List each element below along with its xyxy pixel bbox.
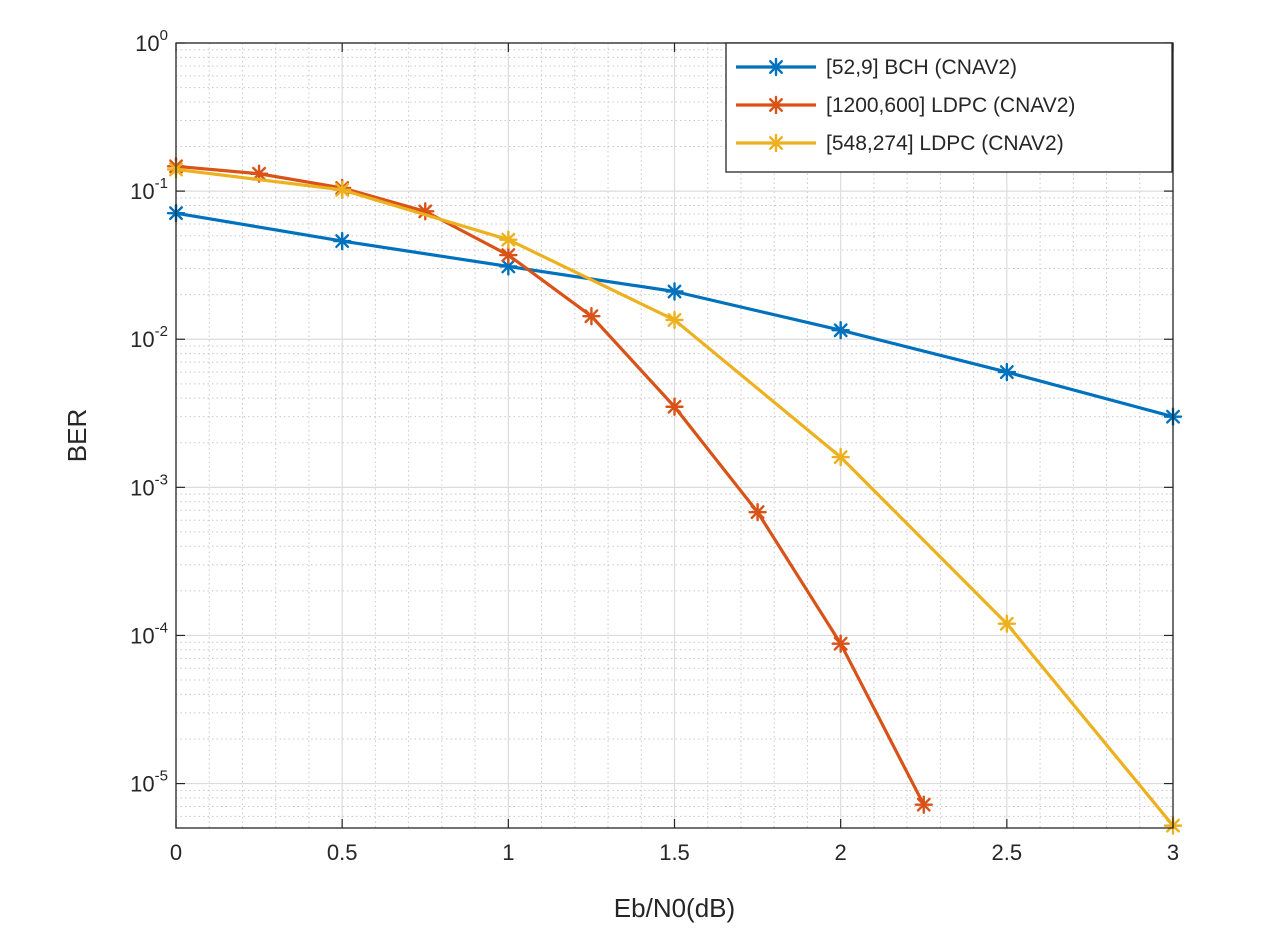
data-point <box>582 307 601 326</box>
data-point <box>831 634 850 653</box>
legend: [52,9] BCH (CNAV2) [1200,600] LDPC (CNAV2… <box>725 42 1173 173</box>
data-point <box>665 397 684 416</box>
data-point <box>914 795 933 814</box>
legend-label: [1200,600] LDPC (CNAV2) <box>826 94 1075 117</box>
minor-grid <box>176 43 1173 828</box>
x-tick-label: 2.5 <box>992 840 1023 865</box>
y-tick-labels: 100 10-1 10-2 10-3 10-4 10-5 <box>130 27 168 797</box>
y-tick-label: 10-4 <box>130 619 168 648</box>
data-point <box>831 447 850 467</box>
y-tick-label: 10-3 <box>130 471 168 500</box>
legend-item: [1200,600] LDPC (CNAV2) <box>736 94 1075 117</box>
x-tick-label: 0 <box>170 840 182 865</box>
y-tick-label: 10-5 <box>130 768 168 797</box>
series-line <box>175 164 926 806</box>
x-axis-label: Eb/N0(dB) <box>614 893 735 923</box>
y-tick-label: 10-1 <box>130 175 168 204</box>
data-point <box>499 245 518 265</box>
legend-marker <box>766 57 786 77</box>
series-1 <box>166 203 1183 426</box>
legend-marker <box>766 133 786 153</box>
y-tick-label: 100 <box>135 27 168 56</box>
data-point <box>997 614 1017 633</box>
data-point <box>332 231 352 251</box>
x-tick-label: 0.5 <box>327 840 358 865</box>
legend-label: [548,274] LDPC (CNAV2) <box>826 132 1064 155</box>
x-tick-labels: 0 0.5 1 1.5 2 2.5 3 <box>170 840 1179 865</box>
x-tick-label: 1 <box>502 840 514 865</box>
legend-box <box>725 42 1173 173</box>
data-point <box>748 502 767 522</box>
data-point <box>997 362 1017 382</box>
series-layer <box>166 157 1183 835</box>
data-point <box>665 310 684 330</box>
data-point <box>332 180 352 200</box>
data-point <box>665 282 684 301</box>
y-axis-label: BER <box>62 409 92 462</box>
legend-marker <box>766 95 786 115</box>
data-point <box>499 230 518 249</box>
series-3 <box>166 160 1183 835</box>
legend-label: [52,9] BCH (CNAV2) <box>826 56 1017 79</box>
x-tick-label: 2 <box>835 840 847 865</box>
legend-item: [52,9] BCH (CNAV2) <box>736 56 1017 79</box>
y-tick-label: 10-2 <box>130 323 168 352</box>
data-point <box>831 321 850 340</box>
x-tick-label: 1.5 <box>659 840 690 865</box>
x-tick-label: 3 <box>1167 840 1179 865</box>
legend-item: [548,274] LDPC (CNAV2) <box>736 132 1064 155</box>
series-2 <box>166 157 933 814</box>
